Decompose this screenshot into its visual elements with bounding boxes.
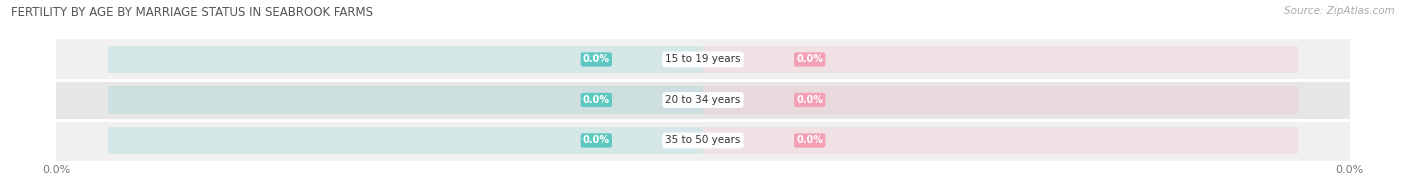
Text: 35 to 50 years: 35 to 50 years [665,135,741,145]
Bar [703,46,1298,73]
Text: 0.0%: 0.0% [582,135,610,145]
Bar [703,127,1298,154]
Text: 0.0%: 0.0% [582,95,610,105]
Bar [703,86,1298,114]
Text: 0.0%: 0.0% [582,54,610,64]
Text: Source: ZipAtlas.com: Source: ZipAtlas.com [1284,6,1395,16]
Bar [56,39,1350,80]
Bar [56,80,1350,120]
Text: FERTILITY BY AGE BY MARRIAGE STATUS IN SEABROOK FARMS: FERTILITY BY AGE BY MARRIAGE STATUS IN S… [11,6,373,19]
Text: 20 to 34 years: 20 to 34 years [665,95,741,105]
Bar [108,127,703,154]
Bar [108,86,703,114]
Bar [108,46,703,73]
Text: 15 to 19 years: 15 to 19 years [665,54,741,64]
Text: 0.0%: 0.0% [796,95,824,105]
Text: 0.0%: 0.0% [796,135,824,145]
Bar [56,120,1350,161]
Text: 0.0%: 0.0% [796,54,824,64]
